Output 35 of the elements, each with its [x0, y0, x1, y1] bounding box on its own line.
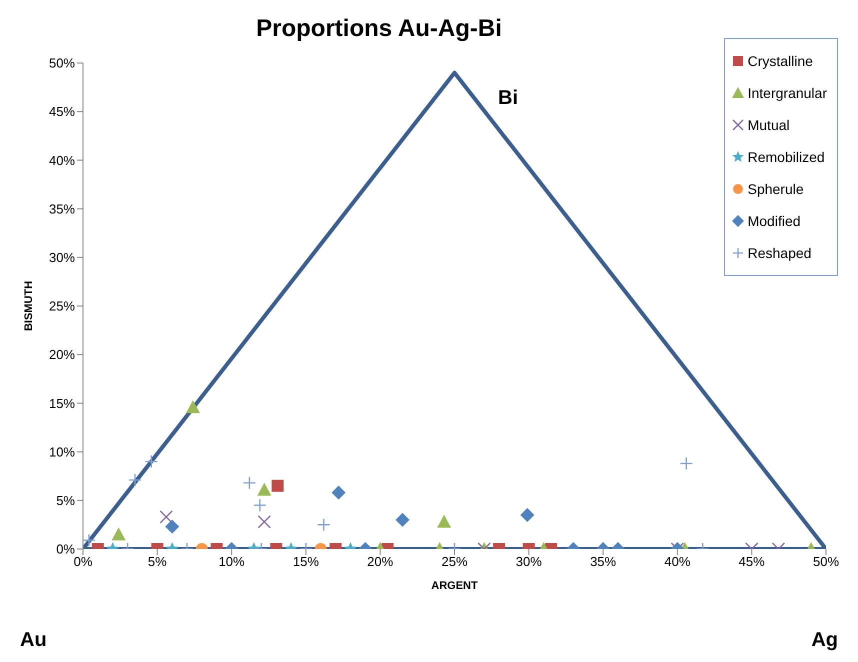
y-tick-label: 5%	[56, 493, 76, 508]
x-tick-label: 50%	[812, 554, 840, 570]
x-tick-label: 40%	[664, 554, 691, 570]
legend-label: Crystalline	[748, 53, 813, 69]
legend-label: Remobilized	[748, 149, 825, 165]
text: Ag	[811, 629, 838, 651]
y-tick-label: 0%	[56, 542, 76, 557]
y-tick-label: 45%	[48, 104, 76, 120]
y-tick-label: 30%	[48, 250, 76, 266]
legend-label: Modified	[748, 213, 801, 229]
y-tick-label: 50%	[48, 56, 76, 71]
x-tick-label: 5%	[148, 554, 168, 570]
x-tick-label: 45%	[738, 554, 766, 570]
legend-label: Spherule	[748, 181, 804, 197]
legend-label: Mutual	[748, 117, 790, 133]
y-axis-title: BISMUTH	[22, 280, 35, 332]
x-tick-label: 35%	[590, 554, 617, 570]
chart-title: Proportions Au-Ag-Bi	[256, 15, 502, 42]
x-tick-label: 25%	[441, 554, 468, 570]
y-tick-label: 40%	[48, 152, 76, 168]
x-tick-label: 20%	[367, 554, 394, 570]
legend-label: Intergranular	[748, 85, 827, 101]
y-tick-label: 15%	[48, 396, 76, 411]
x-tick-label: 0%	[74, 554, 93, 570]
annotation: Bi	[498, 87, 518, 109]
y-tick-label: 35%	[48, 201, 76, 216]
x-tick-label: 15%	[292, 554, 320, 570]
legend-label: Reshaped	[748, 245, 812, 261]
x-tick-label: 10%	[218, 554, 246, 570]
y-tick-label: 10%	[48, 444, 76, 460]
x-tick-label: 30%	[516, 554, 542, 570]
x-axis-title: ARGENT	[431, 580, 478, 592]
y-tick-label: 20%	[48, 347, 76, 362]
y-tick-label: 25%	[48, 298, 76, 314]
text: Au	[20, 629, 47, 651]
